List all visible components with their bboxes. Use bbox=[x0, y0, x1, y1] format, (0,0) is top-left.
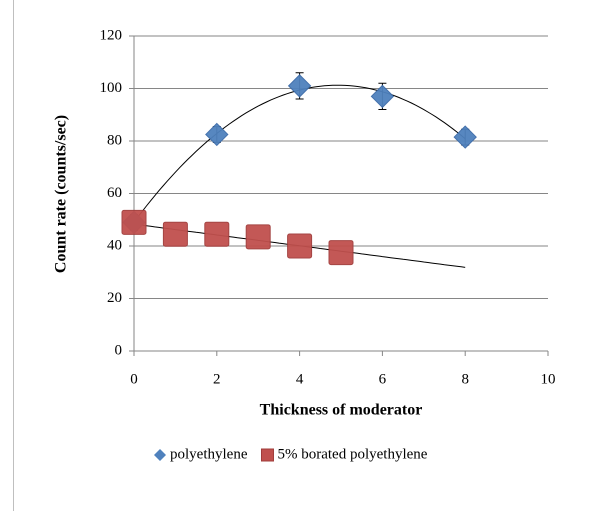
point bbox=[287, 233, 313, 259]
x-tick-label: 4 bbox=[296, 371, 304, 387]
y-tick-label: 20 bbox=[107, 290, 122, 306]
point bbox=[162, 221, 188, 247]
y-tick-label: 40 bbox=[107, 237, 122, 253]
point bbox=[204, 221, 230, 247]
legend-label: 5% borated polyethylene bbox=[277, 446, 427, 462]
point bbox=[287, 74, 312, 98]
legend-marker bbox=[154, 449, 166, 461]
x-tick-label: 6 bbox=[379, 371, 387, 387]
x-tick-label: 10 bbox=[541, 371, 556, 387]
point bbox=[121, 209, 147, 235]
y-axis-title: Count rate (counts/sec) bbox=[53, 115, 70, 273]
y-tick-label: 0 bbox=[115, 342, 123, 358]
trendline bbox=[133, 84, 466, 223]
y-tick-label: 100 bbox=[100, 80, 123, 96]
x-tick-label: 2 bbox=[213, 371, 221, 387]
point bbox=[205, 122, 229, 147]
point bbox=[453, 125, 477, 149]
y-tick-label: 120 bbox=[100, 27, 123, 43]
legend-label: polyethylene bbox=[170, 446, 248, 462]
y-tick-label: 60 bbox=[107, 185, 122, 201]
x-tick-label: 0 bbox=[130, 371, 138, 387]
y-tick-label: 80 bbox=[107, 132, 122, 148]
x-axis-title: Thickness of moderator bbox=[260, 402, 423, 419]
point bbox=[328, 240, 354, 266]
point bbox=[370, 84, 395, 109]
legend-marker bbox=[260, 448, 274, 462]
point bbox=[245, 224, 271, 250]
x-tick-label: 8 bbox=[461, 371, 469, 387]
